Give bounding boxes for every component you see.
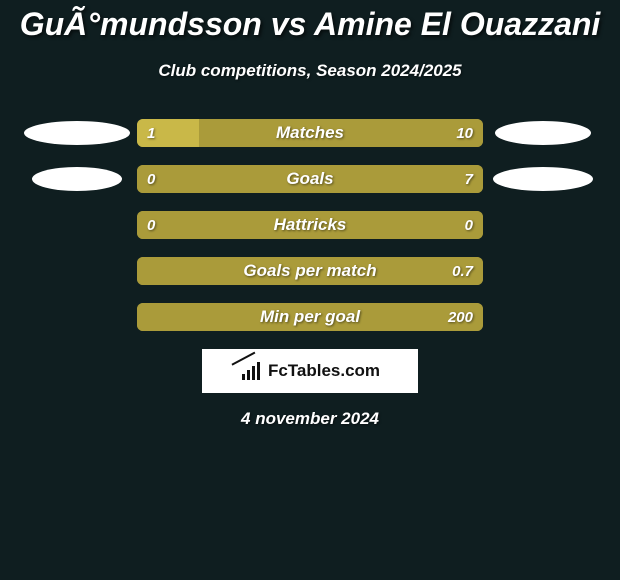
right-side bbox=[483, 121, 603, 145]
page-title: GuÃ°mundsson vs Amine El Ouazzani bbox=[0, 0, 620, 43]
stat-bar: 1 Matches 10 bbox=[137, 119, 483, 147]
stat-label: Goals bbox=[137, 165, 483, 193]
subtitle: Club competitions, Season 2024/2025 bbox=[0, 61, 620, 81]
attribution-text: FcTables.com bbox=[268, 361, 380, 381]
right-side bbox=[483, 167, 603, 191]
right-value: 7 bbox=[465, 165, 473, 193]
stat-label: Goals per match bbox=[137, 257, 483, 285]
stat-label: Matches bbox=[137, 119, 483, 147]
player-right-ellipse bbox=[495, 121, 591, 145]
player-left-ellipse bbox=[24, 121, 130, 145]
left-side bbox=[17, 121, 137, 145]
stat-row: 0 Goals 7 bbox=[0, 165, 620, 193]
stat-bar: Min per goal 200 bbox=[137, 303, 483, 331]
stat-bar: 0 Goals 7 bbox=[137, 165, 483, 193]
stat-bar: 0 Hattricks 0 bbox=[137, 211, 483, 239]
stat-row: Goals per match 0.7 bbox=[0, 257, 620, 285]
right-value: 0.7 bbox=[452, 257, 473, 285]
stat-row: 1 Matches 10 bbox=[0, 119, 620, 147]
player-right-ellipse bbox=[493, 167, 593, 191]
stat-label: Min per goal bbox=[137, 303, 483, 331]
left-side bbox=[17, 167, 137, 191]
comparison-rows: 1 Matches 10 0 Goals 7 0 Hattricks bbox=[0, 119, 620, 331]
player-left-ellipse bbox=[32, 167, 122, 191]
right-value: 0 bbox=[465, 211, 473, 239]
stat-row: 0 Hattricks 0 bbox=[0, 211, 620, 239]
chart-icon bbox=[240, 362, 262, 380]
stat-label: Hattricks bbox=[137, 211, 483, 239]
date-label: 4 november 2024 bbox=[0, 409, 620, 429]
right-value: 10 bbox=[456, 119, 473, 147]
stat-row: Min per goal 200 bbox=[0, 303, 620, 331]
attribution-logo[interactable]: FcTables.com bbox=[202, 349, 418, 393]
right-value: 200 bbox=[448, 303, 473, 331]
stat-bar: Goals per match 0.7 bbox=[137, 257, 483, 285]
